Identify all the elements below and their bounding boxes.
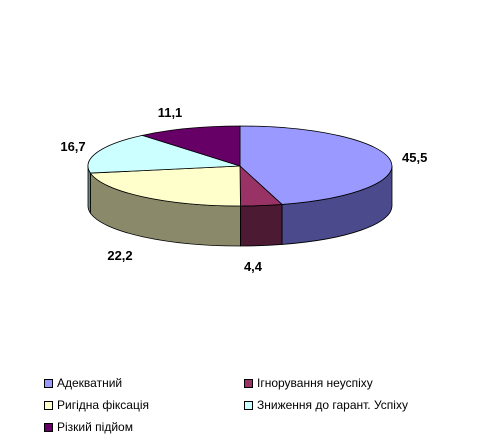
legend-swatch: [244, 378, 253, 388]
legend-swatch: [44, 378, 53, 388]
legend-item-znyzhennia: Зниження до гарант. Успіху: [244, 398, 408, 412]
legend-label: Різкий підйом: [57, 420, 133, 434]
data-label: 11,1: [158, 105, 183, 120]
legend-label: Ригідна фіксація: [57, 398, 150, 412]
pie-slice-ригідна-фіксація: [89, 165, 241, 207]
data-label: 45,5: [402, 150, 427, 165]
legend-item-rizkyi: Різкий підйом: [44, 420, 244, 434]
legend-label: Адекватний: [57, 376, 123, 390]
pie-slice-різкий-підйом: [140, 125, 241, 167]
data-label: 16,7: [60, 139, 85, 154]
pie-slices: [87, 125, 393, 207]
legend-swatch: [44, 400, 53, 410]
legend-label: Ігнорування неуспіху: [257, 376, 373, 390]
legend-item-ihnoruvannia: Ігнорування неуспіху: [244, 376, 373, 390]
pie-slice-зниження-до-гарант-успіху: [87, 134, 241, 174]
legend-swatch: [244, 400, 253, 410]
legend-item-adekvatnyi: Адекватний: [44, 376, 244, 390]
data-label: 4,4: [244, 259, 263, 274]
legend-label: Зниження до гарант. Успіху: [257, 398, 408, 412]
pie-slice-адекватний: [239, 125, 393, 205]
pie-chart: 45,5 4,4 22,2 16,7 11,1: [60, 105, 427, 274]
pie-side-ігнорування-неуспіху: [240, 204, 283, 247]
legend-swatch: [44, 422, 53, 432]
data-label: 22,2: [107, 248, 132, 263]
legend: Адекватний Ігнорування неуспіху Ригідна …: [44, 372, 474, 438]
data-labels: 45,5 4,4 22,2 16,7 11,1: [60, 105, 427, 274]
legend-item-hyhidna: Ригідна фіксація: [44, 398, 244, 412]
